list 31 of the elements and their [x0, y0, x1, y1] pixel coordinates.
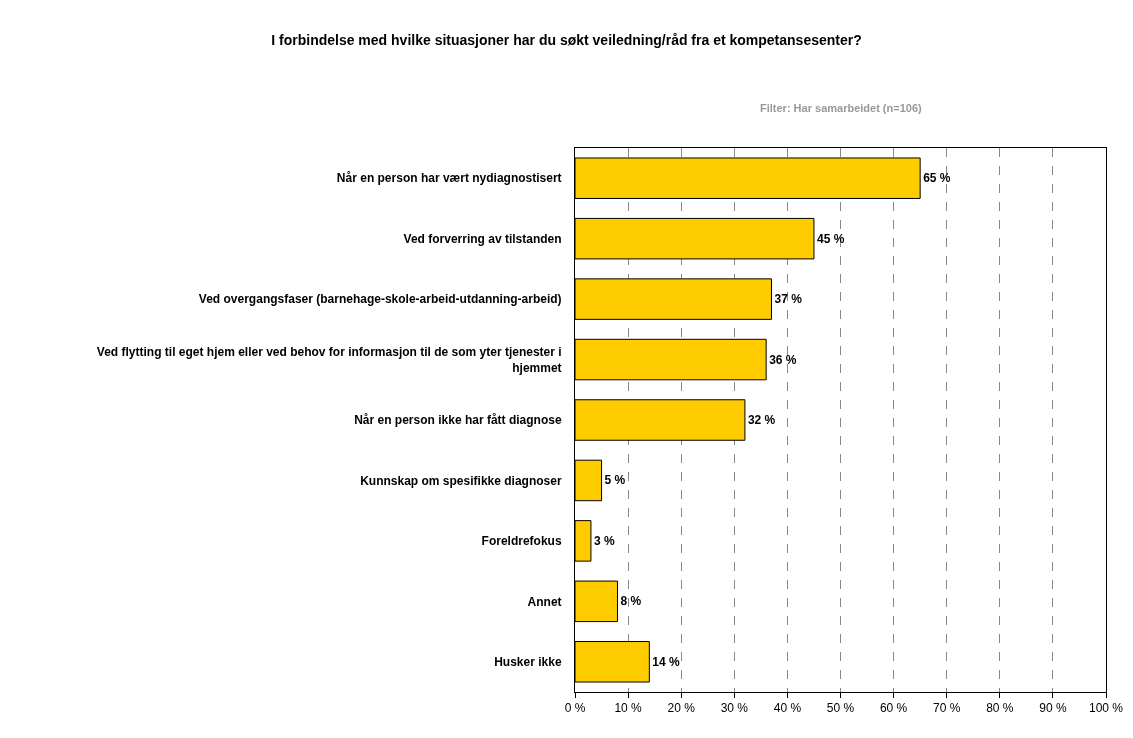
data-label: 8 %: [620, 594, 642, 609]
y-tick-label: Husker ikke: [494, 654, 562, 669]
data-label: 45 %: [816, 231, 845, 246]
data-label: 65 %: [923, 171, 951, 186]
x-tick-label: 10 %: [614, 701, 643, 716]
data-label: 5 %: [604, 473, 626, 488]
chart-title: I forbindelse med hvilke situasjoner har du søkt veiledning/råd fra et kompetansesenter?: [271, 31, 862, 48]
data-label: 37 %: [774, 292, 803, 307]
y-tick-label: Foreldrefokus: [481, 534, 562, 549]
y-tick-label: Når en person ikke har fått diagnose: [354, 413, 562, 428]
x-tick-label: 90 %: [1039, 701, 1067, 716]
y-tick-label: Når en person har vært nydiagnostisert: [336, 171, 562, 186]
data-label: 14 %: [652, 654, 681, 669]
x-tick-label: 40 %: [773, 701, 802, 716]
data-label: 36 %: [769, 352, 797, 367]
x-tick-label: 30 %: [720, 701, 749, 716]
x-tick-label: 50 %: [826, 701, 855, 716]
y-tick-label: Ved overgangsfaser (barnehage-skole-arbeid-utdanning-arbeid): [198, 292, 562, 307]
x-tick-label: 80 %: [986, 701, 1014, 716]
x-tick-label: 0 %: [564, 701, 586, 716]
y-tick-label: Annet: [527, 594, 562, 609]
y-tick-label: Ved flytting til eget hjem eller ved behov for informasjon til de som yter tjenester i hjemmet: [96, 344, 562, 375]
x-tick-label: 60 %: [879, 701, 908, 716]
y-tick-label: Ved forverring av tilstanden: [403, 231, 562, 246]
data-label: 3 %: [593, 533, 615, 548]
x-tick-label: 100 %: [1088, 701, 1124, 716]
data-label: 32 %: [747, 413, 776, 427]
x-tick-label: 70 %: [933, 701, 961, 716]
x-tick-label: 20 %: [667, 701, 696, 716]
chart-subtitle: Filter: Har samarbeidet (n=106): [760, 102, 923, 114]
y-tick-label: Kunnskap om spesifikke diagnoser: [360, 473, 562, 488]
